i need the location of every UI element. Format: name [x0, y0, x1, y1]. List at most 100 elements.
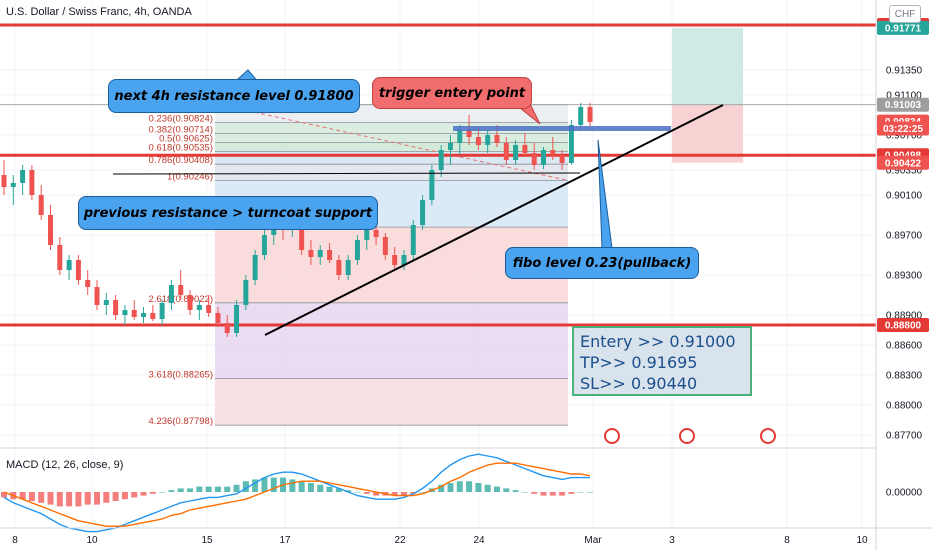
- fib-band: [215, 142, 568, 152]
- macd-histogram-bar: [121, 492, 128, 500]
- macd-histogram-bar: [177, 488, 184, 492]
- candle-body: [1, 175, 7, 187]
- candle-body: [401, 255, 407, 265]
- price-tick: 0.88900: [886, 311, 923, 322]
- candle-body: [29, 170, 35, 195]
- candle-body: [475, 137, 481, 145]
- price-tick: 0.91350: [886, 66, 923, 77]
- candle-body: [10, 183, 16, 187]
- macd-zero-tick: 0.00000: [886, 488, 923, 499]
- candle-body: [540, 150, 546, 165]
- candle-body: [168, 285, 174, 303]
- fib-band: [215, 302, 568, 379]
- macd-histogram-bar: [159, 492, 166, 493]
- candle-body: [131, 310, 137, 317]
- price-label-bg: [877, 121, 929, 136]
- candle-body: [420, 200, 426, 225]
- fib-label: 0.618(0.90535): [149, 143, 213, 154]
- candle-body: [457, 130, 463, 143]
- macd-histogram-bar: [38, 492, 45, 503]
- price-label: 03:22:25: [883, 124, 923, 135]
- time-tick: Mar: [584, 535, 602, 546]
- candle-body: [485, 135, 491, 145]
- fib-label: 1(0.90246): [167, 171, 213, 182]
- candle-body: [308, 250, 314, 257]
- event-flag-icon: [679, 428, 695, 444]
- candle-body: [187, 295, 193, 310]
- candle-body: [522, 145, 528, 153]
- macd-histogram-bar: [568, 492, 575, 494]
- candle-body: [94, 287, 100, 305]
- macd-histogram-bar: [187, 488, 194, 492]
- candle-body: [345, 260, 351, 275]
- macd-histogram-bar: [75, 492, 82, 507]
- position-stop-zone: [672, 104, 743, 163]
- candle-body: [57, 245, 63, 270]
- fib-band: [215, 164, 568, 181]
- macd-histogram-bar: [298, 481, 305, 492]
- candle-body: [299, 220, 305, 250]
- macd-histogram-bar: [224, 486, 231, 492]
- candle-body: [438, 150, 444, 170]
- candle-body: [206, 305, 212, 313]
- macd-histogram-bar: [261, 477, 268, 492]
- callout-resistance[interactable]: next 4h resistance level 0.91800: [108, 79, 360, 113]
- macd-histogram-bar: [1, 492, 7, 498]
- candle-body: [429, 170, 435, 200]
- callout-support[interactable]: previous resistance > turncoat support: [78, 196, 378, 230]
- callout-fibo[interactable]: fibo level 0.23(pullback): [505, 247, 699, 279]
- candle-body: [215, 313, 221, 323]
- fib-band: [215, 122, 568, 134]
- drawings[interactable]: [112, 69, 724, 336]
- macd-histogram-bar: [47, 492, 54, 505]
- macd-histogram-bar: [94, 492, 101, 505]
- price-tick: 0.87700: [886, 431, 923, 442]
- price-label-bg: [877, 20, 929, 35]
- macd-histogram-bar: [168, 490, 175, 492]
- event-flag-icon: [604, 428, 620, 444]
- price-tick: 0.90100: [886, 191, 923, 202]
- callout-trigger[interactable]: trigger entery point: [372, 77, 532, 109]
- macd-histogram-bar: [317, 484, 324, 492]
- time-tick: 8: [784, 535, 790, 546]
- macd-histogram-bar: [493, 486, 500, 492]
- long-position-tool[interactable]: [672, 27, 743, 163]
- candle-body: [85, 280, 91, 287]
- price-tick: 0.90700: [886, 131, 923, 142]
- fib-band: [215, 133, 568, 143]
- macd-histogram-bar: [131, 492, 138, 498]
- macd-histogram-bar: [503, 488, 510, 492]
- signal-line: [3, 462, 591, 527]
- macd-histogram-bar: [587, 492, 593, 493]
- fib-label: 3.618(0.88265): [149, 370, 213, 381]
- macd-pane: [0, 447, 932, 533]
- candle-body: [178, 285, 184, 295]
- macd-histogram-bar: [84, 492, 91, 505]
- price-label-bg: [877, 155, 929, 170]
- fib-band: [215, 378, 568, 426]
- fib-label: 0.786(0.90408): [149, 155, 213, 166]
- trade-plan-box[interactable]: Entery >> 0.91000 TP>> 0.91695 SL>> 0.90…: [572, 326, 752, 396]
- candle-body: [75, 260, 81, 280]
- candle-body: [494, 135, 500, 143]
- macd-histogram-bar: [438, 484, 445, 492]
- macd-histogram-bar: [112, 492, 119, 501]
- candle-body: [503, 143, 509, 160]
- entry-zone-bar: [453, 126, 671, 131]
- macd-histogram-bar: [326, 486, 333, 492]
- price-scale-bg: [876, 0, 932, 550]
- macd-histogram-bar: [205, 486, 212, 492]
- candle-body: [466, 130, 472, 137]
- candle-body: [234, 305, 240, 333]
- candle-body: [38, 195, 44, 215]
- price-label-bg: [877, 97, 929, 112]
- candle-body: [196, 305, 202, 310]
- price-tick: 0.91100: [886, 91, 922, 102]
- macd-histogram-bar: [28, 492, 35, 501]
- candle-body: [150, 313, 156, 319]
- candle-body: [103, 300, 109, 305]
- candle-body: [122, 310, 128, 315]
- currency-button[interactable]: CHF: [889, 5, 921, 23]
- macd-histogram-bar: [140, 492, 147, 496]
